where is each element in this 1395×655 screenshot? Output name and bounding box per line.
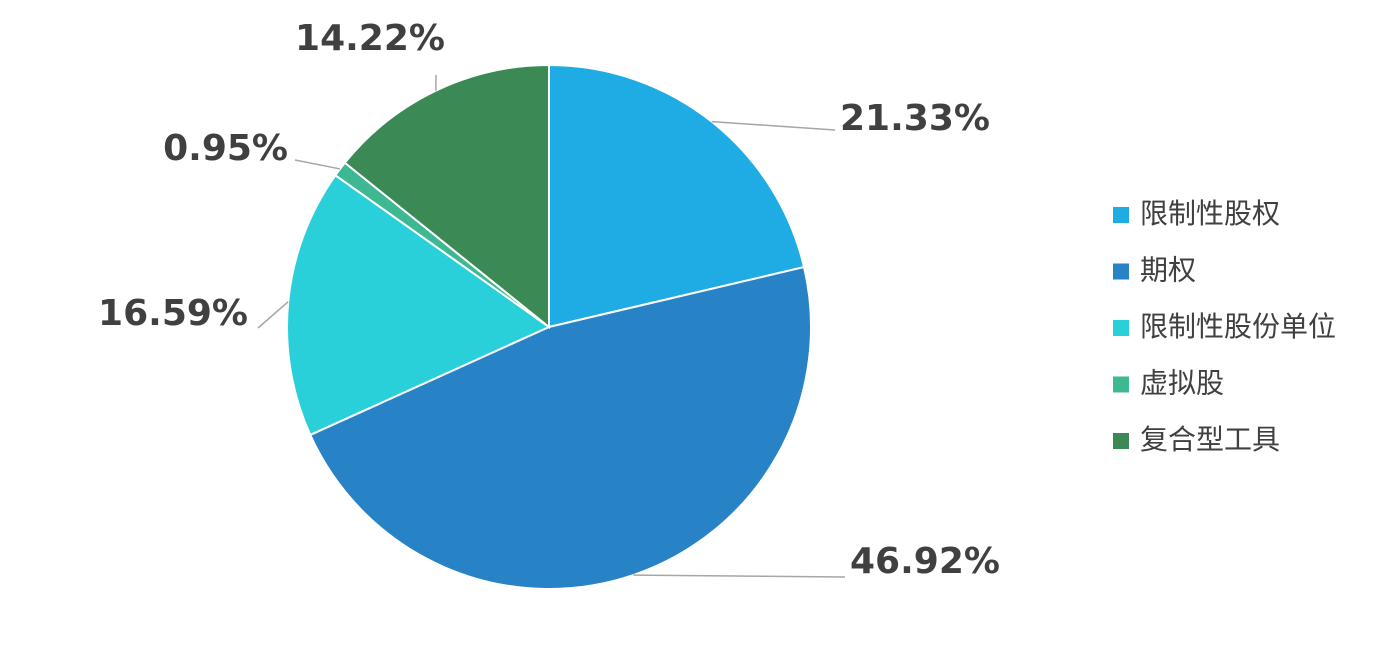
legend-label: 限制性股权 (1140, 197, 1280, 230)
pie-slice (308, 265, 812, 590)
legend-label: 复合型工具 (1140, 423, 1280, 456)
legend-label: 限制性股份单位 (1140, 310, 1336, 343)
legend-label: 期权 (1140, 254, 1196, 287)
leader-line (294, 159, 341, 170)
legend-swatch (1113, 433, 1129, 449)
leader-line (711, 120, 836, 131)
legend-swatch (1113, 207, 1129, 223)
value-label: 16.59% (98, 293, 248, 334)
leader-line (633, 574, 846, 578)
leader-line (257, 301, 289, 329)
legend-swatch (1113, 263, 1129, 280)
legend-swatch (1113, 320, 1129, 336)
value-label: 21.33% (840, 98, 990, 139)
legend-label: 虚拟股 (1140, 367, 1224, 400)
value-label: 14.22% (295, 18, 445, 59)
legend-swatch (1113, 376, 1129, 393)
value-label: 46.92% (850, 541, 1000, 582)
value-label: 0.95% (163, 128, 288, 169)
pie-slice (548, 63, 806, 329)
pie-slice (286, 173, 551, 437)
